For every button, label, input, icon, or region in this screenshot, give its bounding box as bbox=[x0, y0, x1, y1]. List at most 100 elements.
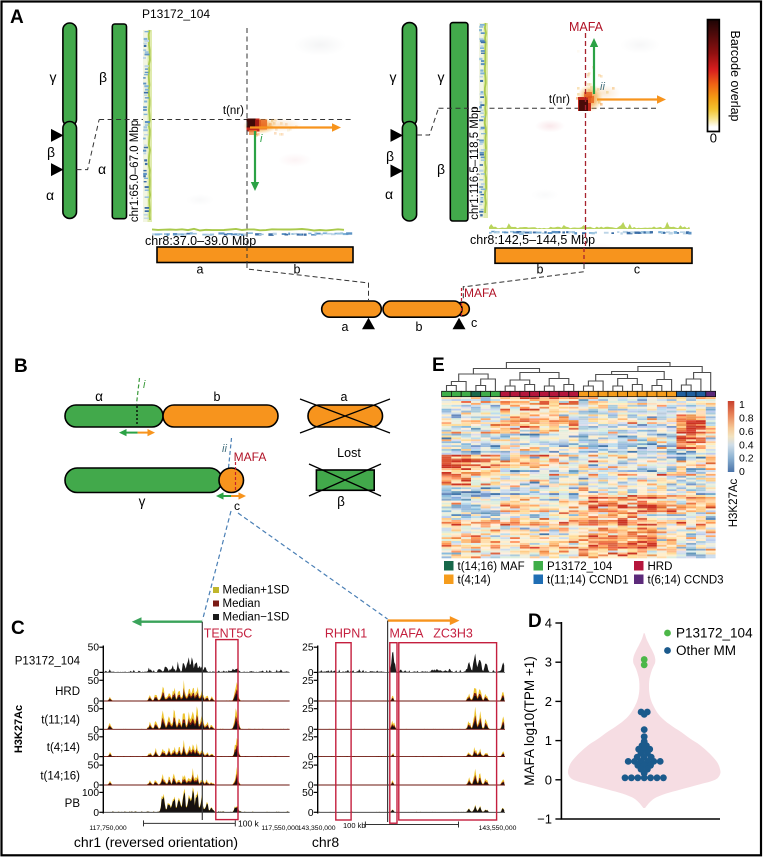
svg-text:25: 25 bbox=[302, 732, 314, 743]
svg-text:0.2: 0.2 bbox=[739, 453, 754, 465]
svg-text:Barcode overlap: Barcode overlap bbox=[728, 30, 742, 121]
svg-text:γ: γ bbox=[50, 69, 57, 85]
svg-text:0.4: 0.4 bbox=[739, 439, 754, 451]
svg-text:c: c bbox=[471, 316, 477, 330]
svg-text:α: α bbox=[385, 186, 393, 202]
svg-text:4: 4 bbox=[545, 616, 552, 631]
svg-text:0: 0 bbox=[308, 752, 314, 763]
svg-text:a: a bbox=[341, 390, 348, 404]
svg-text:t(nr): t(nr) bbox=[549, 94, 570, 106]
svg-text:RHPN1: RHPN1 bbox=[325, 627, 367, 641]
svg-text:Median+1SD: Median+1SD bbox=[223, 585, 290, 597]
svg-text:b: b bbox=[537, 263, 544, 277]
svg-text:a: a bbox=[197, 263, 204, 277]
svg-text:0: 0 bbox=[739, 466, 745, 478]
svg-text:b: b bbox=[214, 390, 221, 404]
svg-text:Other MM: Other MM bbox=[676, 643, 736, 658]
svg-text:t(11;14): t(11;14) bbox=[41, 715, 80, 727]
svg-text:α: α bbox=[46, 187, 54, 203]
svg-text:0: 0 bbox=[93, 697, 99, 708]
svg-text:Median−1SD: Median−1SD bbox=[223, 612, 290, 624]
svg-text:P13172_104: P13172_104 bbox=[547, 561, 613, 573]
svg-text:PB: PB bbox=[65, 798, 81, 810]
svg-text:ii: ii bbox=[222, 443, 227, 455]
svg-text:t(4;14): t(4;14) bbox=[47, 742, 80, 754]
svg-text:b: b bbox=[294, 263, 301, 277]
svg-text:0: 0 bbox=[308, 697, 314, 708]
svg-text:a: a bbox=[342, 320, 349, 334]
svg-text:MAFA log10(TPM +1): MAFA log10(TPM +1) bbox=[522, 656, 537, 785]
svg-text:0.8: 0.8 bbox=[739, 413, 754, 425]
svg-text:c: c bbox=[634, 263, 640, 277]
svg-text:2: 2 bbox=[545, 694, 552, 709]
svg-text:50: 50 bbox=[88, 704, 100, 715]
svg-text:Lost: Lost bbox=[337, 446, 361, 460]
svg-text:143,350,000: 143,350,000 bbox=[298, 825, 336, 832]
svg-text:ZC3H3: ZC3H3 bbox=[433, 627, 473, 641]
svg-text:HRD: HRD bbox=[648, 561, 673, 573]
svg-text:0: 0 bbox=[308, 668, 314, 679]
svg-text:chr8:142,5–144,5 Mbp: chr8:142,5–144,5 Mbp bbox=[470, 233, 595, 247]
svg-text:A: A bbox=[10, 7, 24, 28]
svg-text:t(14;16): t(14;16) bbox=[40, 771, 80, 783]
svg-text:Median: Median bbox=[223, 598, 261, 610]
svg-text:0: 0 bbox=[93, 725, 99, 736]
svg-text:β: β bbox=[47, 144, 55, 160]
svg-text:0: 0 bbox=[710, 131, 717, 146]
svg-text:t(11;14) CCND1: t(11;14) CCND1 bbox=[547, 575, 629, 587]
svg-text:TENT5C: TENT5C bbox=[204, 627, 253, 641]
svg-text:50: 50 bbox=[302, 788, 314, 799]
svg-text:α: α bbox=[95, 389, 103, 404]
svg-text:25: 25 bbox=[302, 761, 314, 772]
svg-text:D: D bbox=[528, 611, 542, 632]
svg-text:50: 50 bbox=[88, 732, 100, 743]
svg-text:50: 50 bbox=[88, 643, 100, 654]
svg-text:143,550,000: 143,550,000 bbox=[479, 825, 517, 832]
svg-text:β: β bbox=[99, 69, 107, 85]
svg-text:MAFA: MAFA bbox=[569, 20, 604, 34]
svg-text:E: E bbox=[432, 355, 445, 376]
svg-text:chr1:65.0–67.0 Mbp: chr1:65.0–67.0 Mbp bbox=[129, 120, 141, 222]
svg-text:β: β bbox=[386, 148, 394, 164]
svg-text:50: 50 bbox=[88, 676, 100, 687]
svg-text:0.6: 0.6 bbox=[739, 426, 754, 438]
svg-text:100 k: 100 k bbox=[238, 819, 260, 829]
svg-text:α: α bbox=[98, 161, 106, 177]
svg-text:1: 1 bbox=[545, 733, 552, 748]
svg-text:25: 25 bbox=[302, 676, 314, 687]
svg-text:P13172_104: P13172_104 bbox=[676, 626, 753, 641]
svg-text:C: C bbox=[11, 618, 25, 639]
svg-text:0: 0 bbox=[308, 781, 314, 792]
svg-text:chr1 (reversed orientation): chr1 (reversed orientation) bbox=[74, 834, 238, 850]
svg-text:t(nr): t(nr) bbox=[223, 105, 244, 117]
svg-text:0: 0 bbox=[93, 781, 99, 792]
svg-text:25: 25 bbox=[302, 704, 314, 715]
svg-text:chr8:37.0–39.0 Mbp: chr8:37.0–39.0 Mbp bbox=[145, 234, 256, 248]
svg-text:0: 0 bbox=[93, 668, 99, 679]
svg-text:0: 0 bbox=[545, 772, 552, 787]
svg-text:3: 3 bbox=[545, 655, 552, 670]
svg-text:γ: γ bbox=[390, 69, 397, 85]
svg-text:ii: ii bbox=[600, 81, 605, 93]
svg-text:50: 50 bbox=[88, 761, 100, 772]
svg-text:0: 0 bbox=[93, 808, 99, 819]
svg-text:MAFA: MAFA bbox=[234, 450, 267, 464]
svg-text:P13172_104: P13172_104 bbox=[15, 655, 81, 667]
svg-text:MAFA: MAFA bbox=[389, 627, 424, 641]
svg-text:c: c bbox=[234, 499, 240, 513]
svg-text:HRD: HRD bbox=[55, 686, 80, 698]
svg-text:P13172_104: P13172_104 bbox=[142, 7, 210, 21]
svg-text:chr1:116,5–118,5 Mbp: chr1:116,5–118,5 Mbp bbox=[469, 106, 481, 219]
svg-text:100 kb: 100 kb bbox=[343, 821, 366, 830]
svg-text:25: 25 bbox=[302, 643, 314, 654]
svg-text:t(4;14): t(4;14) bbox=[458, 575, 491, 587]
svg-text:b: b bbox=[416, 320, 423, 334]
svg-text:β: β bbox=[337, 494, 345, 509]
svg-text:β: β bbox=[437, 161, 445, 177]
svg-text:i: i bbox=[143, 379, 146, 391]
svg-text:100: 100 bbox=[82, 788, 99, 799]
svg-text:0: 0 bbox=[308, 808, 314, 819]
svg-text:0: 0 bbox=[308, 725, 314, 736]
svg-text:0: 0 bbox=[93, 752, 99, 763]
svg-text:−1: −1 bbox=[537, 812, 552, 827]
